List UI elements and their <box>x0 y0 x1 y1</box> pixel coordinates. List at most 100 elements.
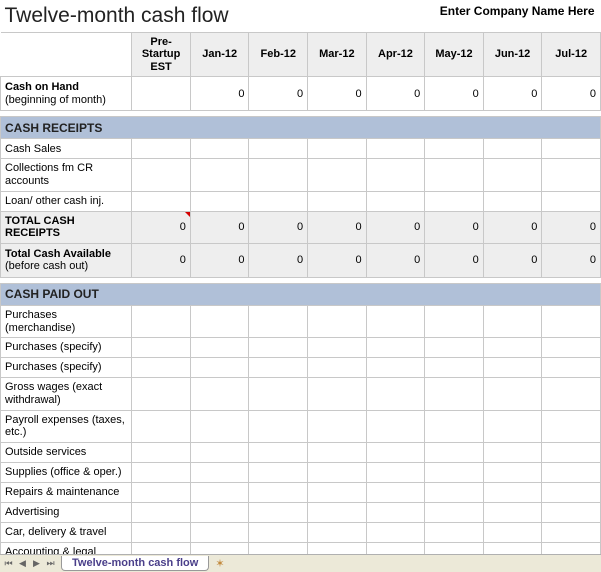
cell[interactable]: 0 <box>308 211 367 243</box>
cell[interactable] <box>132 502 191 522</box>
cell[interactable] <box>132 522 191 542</box>
cell[interactable]: 0 <box>425 211 484 243</box>
cell[interactable] <box>249 442 308 462</box>
cell[interactable]: 0 <box>483 77 542 111</box>
cell[interactable]: 0 <box>425 77 484 111</box>
cell[interactable] <box>483 378 542 410</box>
cell[interactable] <box>190 378 249 410</box>
cell[interactable] <box>249 522 308 542</box>
cell[interactable] <box>308 358 367 378</box>
cell[interactable] <box>483 462 542 482</box>
cell[interactable] <box>542 502 601 522</box>
cell[interactable] <box>132 159 191 191</box>
cell[interactable] <box>308 139 367 159</box>
cell[interactable]: 0 <box>190 243 249 277</box>
cell[interactable] <box>483 358 542 378</box>
cell[interactable] <box>366 462 425 482</box>
cell[interactable] <box>425 358 484 378</box>
cell[interactable] <box>190 305 249 337</box>
cell[interactable] <box>542 522 601 542</box>
cell[interactable] <box>366 410 425 442</box>
cell[interactable]: 0 <box>249 77 308 111</box>
cell[interactable] <box>483 305 542 337</box>
cell[interactable] <box>425 542 484 554</box>
cell[interactable] <box>308 482 367 502</box>
cell[interactable] <box>542 410 601 442</box>
cell[interactable] <box>542 542 601 554</box>
cell[interactable] <box>483 191 542 211</box>
cell[interactable] <box>483 522 542 542</box>
cell[interactable] <box>190 522 249 542</box>
cell[interactable] <box>132 482 191 502</box>
cell[interactable] <box>308 159 367 191</box>
tab-prev-icon[interactable]: ◀ <box>16 557 29 571</box>
cell[interactable] <box>542 482 601 502</box>
cell[interactable] <box>425 139 484 159</box>
cell[interactable] <box>190 139 249 159</box>
cell[interactable] <box>425 159 484 191</box>
cell[interactable] <box>132 542 191 554</box>
cell[interactable] <box>132 462 191 482</box>
cell[interactable] <box>132 338 191 358</box>
cell[interactable] <box>132 442 191 462</box>
cell[interactable] <box>132 139 191 159</box>
cell[interactable] <box>425 442 484 462</box>
sheet-tab[interactable]: Twelve-month cash flow <box>61 556 209 571</box>
cell[interactable] <box>190 159 249 191</box>
cell[interactable] <box>190 442 249 462</box>
cell[interactable] <box>190 358 249 378</box>
cell[interactable]: 0 <box>542 211 601 243</box>
cell[interactable]: 0 <box>483 243 542 277</box>
cell[interactable] <box>308 442 367 462</box>
tab-next-icon[interactable]: ▶ <box>30 557 43 571</box>
cell[interactable] <box>308 378 367 410</box>
cell[interactable] <box>542 191 601 211</box>
cell[interactable] <box>483 159 542 191</box>
cell[interactable]: 0 <box>542 243 601 277</box>
cell[interactable] <box>249 305 308 337</box>
company-name-cell[interactable]: Enter Company Name Here <box>308 0 601 32</box>
cell[interactable]: 0 <box>132 243 191 277</box>
cell[interactable] <box>483 442 542 462</box>
cell[interactable] <box>249 542 308 554</box>
cell[interactable] <box>425 191 484 211</box>
cell[interactable]: 0 <box>190 77 249 111</box>
cell[interactable] <box>483 502 542 522</box>
cell[interactable] <box>308 338 367 358</box>
col-header[interactable]: May-12 <box>425 32 484 77</box>
cell[interactable] <box>132 358 191 378</box>
cell[interactable] <box>132 305 191 337</box>
cell[interactable] <box>542 139 601 159</box>
tab-last-icon[interactable]: ⏭ <box>44 557 57 571</box>
cell[interactable]: 0 <box>366 211 425 243</box>
cell[interactable] <box>366 358 425 378</box>
cell[interactable] <box>308 410 367 442</box>
cell[interactable] <box>483 410 542 442</box>
cell[interactable]: 0 <box>366 243 425 277</box>
cell[interactable] <box>425 410 484 442</box>
cell[interactable] <box>132 378 191 410</box>
cell[interactable]: 0 <box>249 211 308 243</box>
cell[interactable] <box>542 338 601 358</box>
col-header[interactable]: Pre-Startup EST <box>132 32 191 77</box>
cell[interactable] <box>132 77 191 111</box>
cell[interactable] <box>249 410 308 442</box>
cell[interactable] <box>542 305 601 337</box>
cell[interactable] <box>366 159 425 191</box>
cell[interactable] <box>249 378 308 410</box>
cell[interactable] <box>425 462 484 482</box>
cell[interactable]: 0 <box>483 211 542 243</box>
cell[interactable] <box>308 542 367 554</box>
cell[interactable]: 0 <box>132 211 191 243</box>
cell[interactable] <box>190 410 249 442</box>
cell[interactable]: 0 <box>249 243 308 277</box>
col-header[interactable]: Jun-12 <box>483 32 542 77</box>
cell[interactable] <box>425 378 484 410</box>
cell[interactable]: 0 <box>308 243 367 277</box>
cell[interactable]: 0 <box>366 77 425 111</box>
col-header[interactable]: Apr-12 <box>366 32 425 77</box>
cell[interactable]: 0 <box>542 77 601 111</box>
cell[interactable] <box>249 358 308 378</box>
cell[interactable] <box>308 502 367 522</box>
cell[interactable]: 0 <box>308 77 367 111</box>
